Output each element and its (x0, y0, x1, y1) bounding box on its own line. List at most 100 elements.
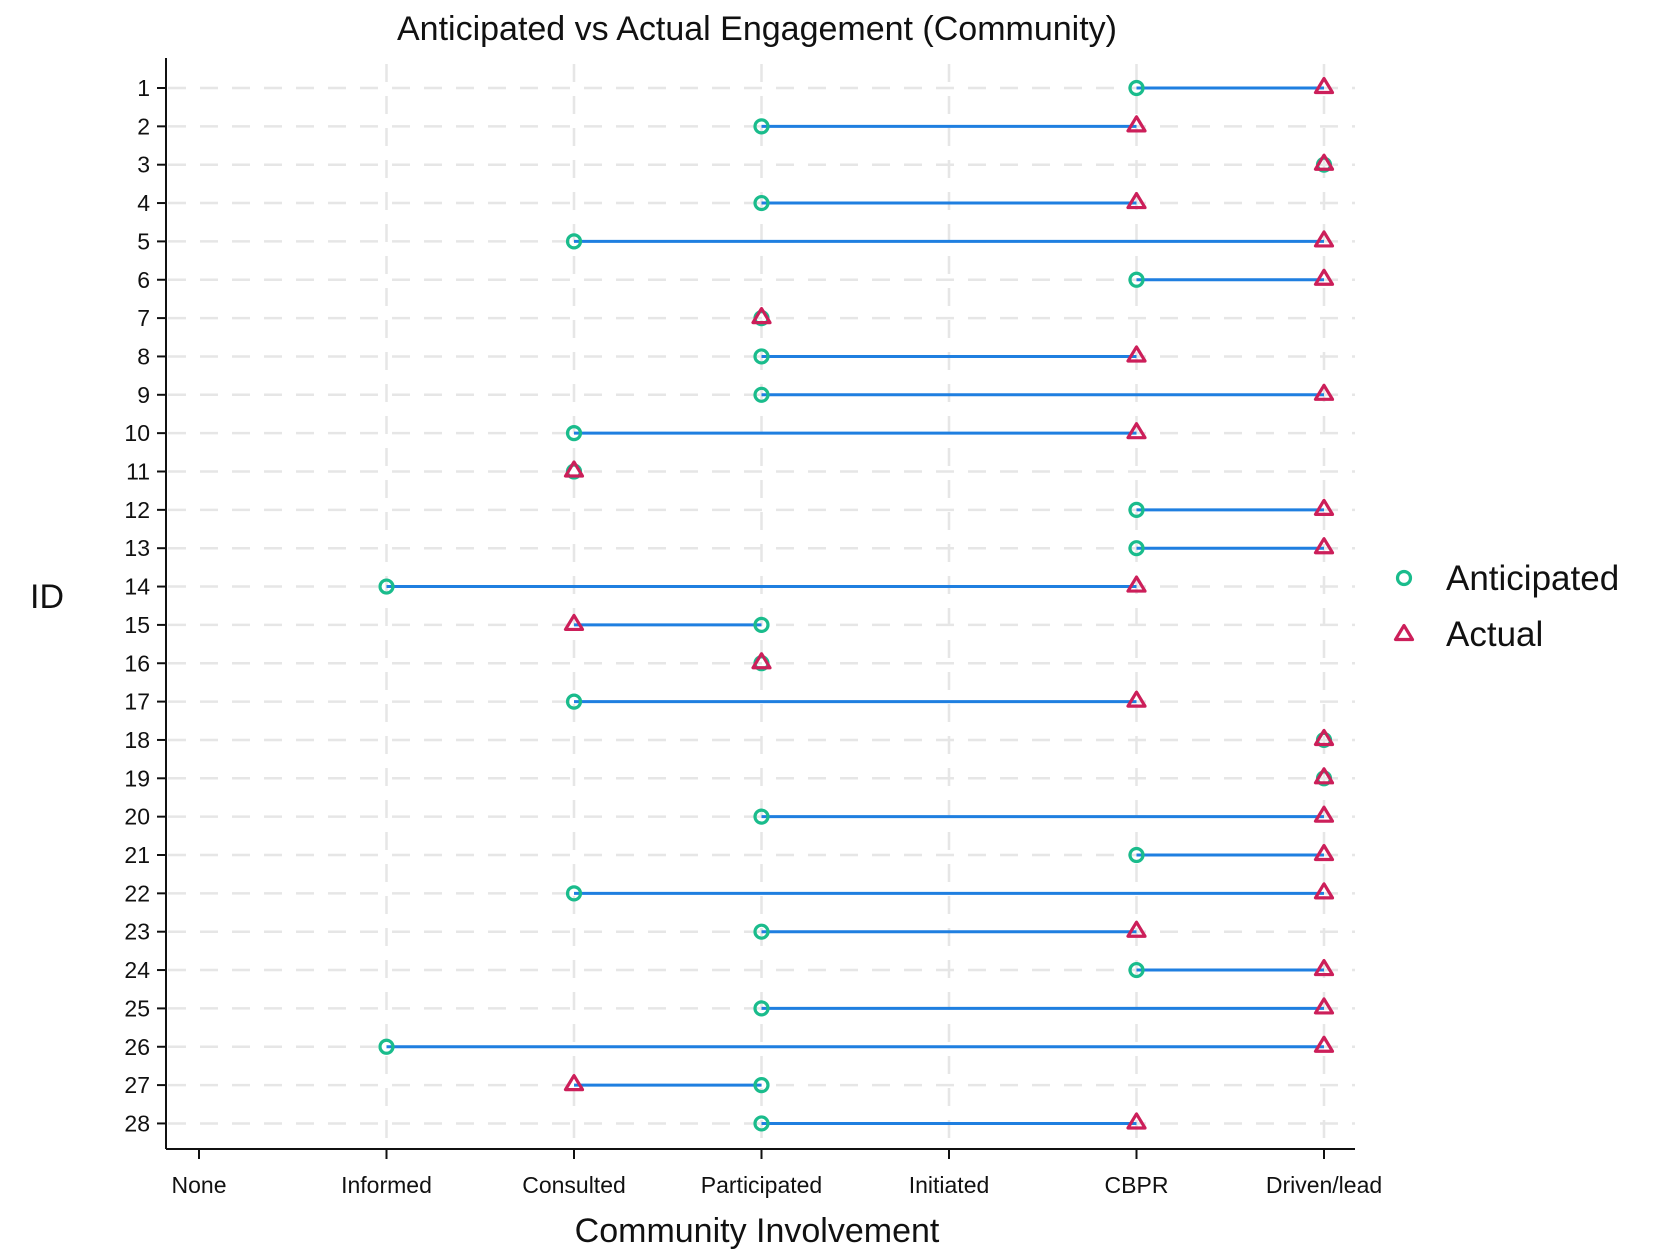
actual-point (1313, 498, 1335, 516)
x-tick-label: None (172, 1172, 227, 1198)
anticipated-point (753, 923, 770, 940)
actual-point (1313, 268, 1335, 286)
y-axis-title: ID (30, 578, 64, 616)
y-tick-label: 5 (137, 228, 150, 254)
anticipated-point (1128, 79, 1145, 97)
anticipated-point (753, 1000, 770, 1017)
anticipated-point (565, 693, 583, 710)
y-tick-label: 27 (124, 1072, 150, 1098)
actual-point (1313, 805, 1335, 823)
anticipated-point (1128, 271, 1145, 288)
y-tick-label: 10 (124, 420, 150, 446)
legend-actual-symbol (1393, 623, 1415, 642)
anticipated-point (378, 578, 395, 595)
y-tick-labels: 1234567891011121314151617181920212223242… (124, 75, 166, 1136)
actual-point (1313, 76, 1335, 95)
actual-point (563, 460, 585, 478)
anticipated-point (753, 1115, 770, 1132)
actual-point (751, 652, 772, 670)
y-tick-label: 12 (124, 497, 150, 523)
y-tick-label: 25 (124, 995, 150, 1021)
y-tick-label: 26 (124, 1034, 150, 1060)
x-tick-label: Informed (341, 1172, 432, 1198)
anticipated-point (565, 425, 583, 442)
x-axis-title: Community Involvement (575, 1212, 940, 1249)
actual-point (1126, 920, 1147, 938)
axes (165, 58, 1355, 1150)
anticipated-point (565, 885, 583, 902)
actual-point (1126, 575, 1147, 593)
y-tick-label: 8 (137, 343, 150, 369)
y-tick-label: 28 (124, 1110, 150, 1136)
actual-point (1126, 1112, 1147, 1130)
actual-point (1126, 115, 1147, 133)
actual-point (1126, 345, 1147, 363)
legend: Anticipated Actual (1393, 559, 1619, 654)
data-markers (378, 76, 1335, 1132)
x-tick-label: Consulted (522, 1172, 626, 1198)
legend-actual-label: Actual (1446, 615, 1543, 654)
y-tick-label: 11 (126, 459, 150, 485)
x-tick-label: Initiated (909, 1172, 990, 1198)
anticipated-point (753, 348, 770, 365)
y-tick-label: 17 (124, 689, 150, 715)
actual-point (1313, 843, 1335, 862)
actual-point (751, 307, 772, 325)
actual-point (1126, 191, 1147, 210)
actual-point (1313, 958, 1335, 977)
anticipated-point (1128, 846, 1145, 864)
actual-point (1126, 690, 1147, 708)
legend-anticipated-label: Anticipated (1446, 559, 1619, 598)
y-tick-label: 9 (137, 382, 150, 408)
actual-point (1313, 153, 1335, 171)
y-tick-label: 15 (124, 612, 150, 638)
actual-point (1313, 997, 1335, 1015)
anticipated-point (565, 233, 583, 250)
y-tick-label: 21 (124, 842, 150, 868)
anticipated-point (753, 194, 770, 212)
grid-lines (168, 64, 1355, 1147)
chart-title: Anticipated vs Actual Engagement (Commun… (397, 10, 1117, 48)
anticipated-point (378, 1038, 395, 1055)
y-tick-label: 4 (137, 190, 150, 216)
y-tick-label: 14 (124, 574, 150, 600)
y-tick-label: 13 (124, 535, 150, 561)
actual-point (563, 613, 585, 632)
actual-point (1313, 1035, 1335, 1053)
x-tick-label: Driven/lead (1266, 1172, 1382, 1198)
y-tick-label: 20 (124, 804, 150, 830)
actual-point (1313, 230, 1335, 248)
y-tick-label: 23 (124, 919, 150, 945)
y-tick-label: 1 (137, 75, 150, 101)
actual-point (563, 1073, 585, 1092)
y-tick-label: 2 (137, 113, 150, 139)
anticipated-point (1128, 501, 1145, 518)
anticipated-point (753, 118, 770, 135)
anticipated-point (753, 386, 770, 403)
anticipated-point (753, 808, 770, 825)
actual-point (1313, 882, 1335, 900)
anticipated-point (753, 616, 770, 634)
legend-anticipated-symbol (1395, 569, 1413, 587)
actual-point (1313, 767, 1335, 785)
y-tick-label: 18 (124, 727, 150, 753)
y-tick-label: 6 (137, 267, 150, 293)
anticipated-point (1128, 961, 1145, 979)
y-tick-label: 7 (137, 305, 150, 331)
y-tick-label: 3 (137, 152, 150, 178)
x-tick-label: CBPR (1105, 1172, 1169, 1198)
actual-point (1313, 383, 1335, 401)
anticipated-point (1128, 540, 1145, 557)
anticipated-point (753, 1076, 770, 1094)
actual-point (1313, 728, 1335, 747)
x-tick-label: Participated (701, 1172, 822, 1198)
connector-lines (386, 86, 1324, 1125)
y-tick-label: 22 (124, 880, 150, 906)
y-tick-label: 16 (124, 650, 150, 676)
x-tick-labels: None Informed Consulted Participated Initiat… (172, 1149, 1382, 1198)
y-tick-label: 19 (124, 765, 150, 791)
y-tick-label: 24 (124, 957, 150, 983)
actual-point (1126, 422, 1147, 440)
actual-point (1313, 537, 1335, 555)
